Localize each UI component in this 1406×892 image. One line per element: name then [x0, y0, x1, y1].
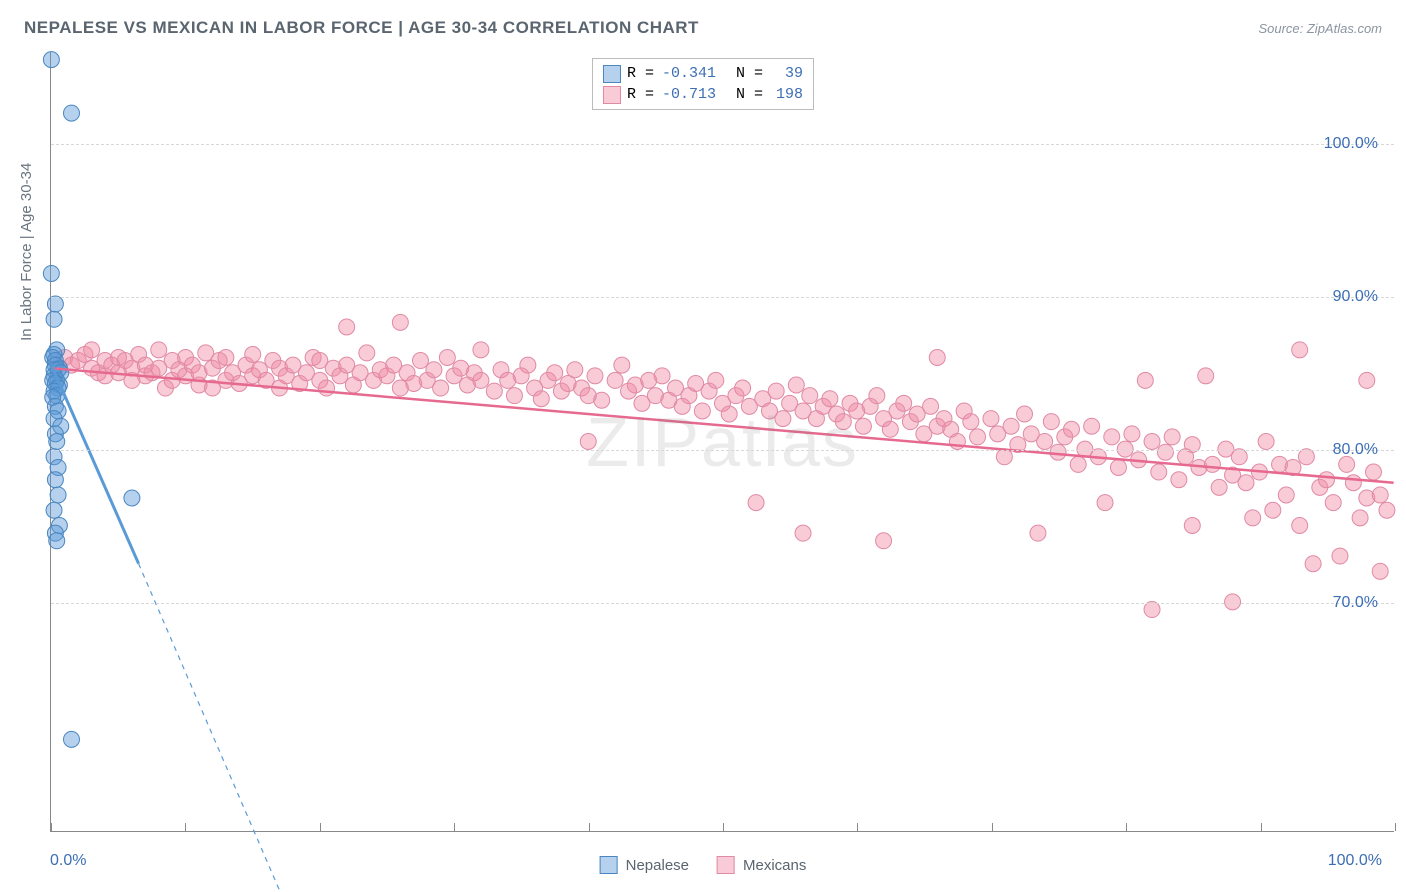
y-tick-label: 80.0%	[1333, 441, 1378, 459]
legend-label-mexicans: Mexicans	[743, 857, 806, 874]
chart-title: NEPALESE VS MEXICAN IN LABOR FORCE | AGE…	[24, 18, 699, 38]
plot-svg	[51, 52, 1394, 831]
n-value-mexicans: 198	[769, 84, 803, 105]
correlation-legend: R = -0.341 N = 39 R = -0.713 N = 198	[592, 58, 814, 110]
chart-header: NEPALESE VS MEXICAN IN LABOR FORCE | AGE…	[24, 18, 1382, 38]
series-legend: Nepalese Mexicans	[600, 856, 807, 874]
y-tick-label: 70.0%	[1333, 594, 1378, 612]
plot-area: ZIPatlas 70.0%80.0%90.0%100.0%	[50, 52, 1394, 832]
swatch-mexicans-icon	[717, 856, 735, 874]
legend-item-mexicans: Mexicans	[717, 856, 806, 874]
r-label: R =	[627, 84, 654, 105]
y-tick-label: 90.0%	[1333, 288, 1378, 306]
r-value-nepalese: -0.341	[660, 63, 716, 84]
n-value-nepalese: 39	[769, 63, 803, 84]
legend-label-nepalese: Nepalese	[626, 857, 689, 874]
n-label: N =	[736, 63, 763, 84]
y-axis-label: In Labor Force | Age 30-34	[18, 163, 35, 341]
correlation-row-nepalese: R = -0.341 N = 39	[603, 63, 803, 84]
swatch-nepalese-icon	[600, 856, 618, 874]
swatch-nepalese	[603, 65, 621, 83]
y-tick-label: 100.0%	[1324, 135, 1378, 153]
x-tick-label-start: 0.0%	[50, 852, 86, 870]
swatch-mexicans	[603, 86, 621, 104]
chart-container: NEPALESE VS MEXICAN IN LABOR FORCE | AGE…	[0, 0, 1406, 892]
correlation-row-mexicans: R = -0.713 N = 198	[603, 84, 803, 105]
legend-item-nepalese: Nepalese	[600, 856, 689, 874]
x-tick-label-end: 100.0%	[1328, 852, 1382, 870]
r-label: R =	[627, 63, 654, 84]
n-label: N =	[736, 84, 763, 105]
r-value-mexicans: -0.713	[660, 84, 716, 105]
chart-source: Source: ZipAtlas.com	[1258, 21, 1382, 36]
